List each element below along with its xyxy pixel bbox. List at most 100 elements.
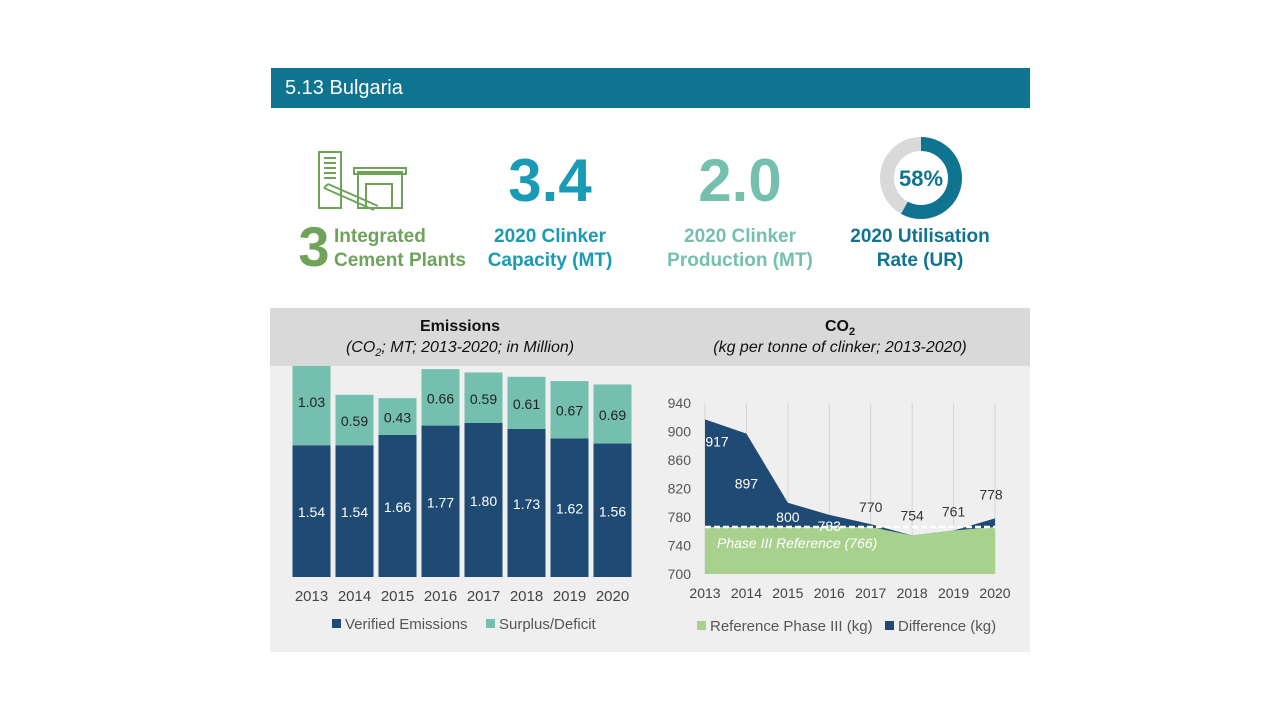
reference-area [705, 526, 995, 574]
label-verified-2015: 1.66 [384, 499, 411, 515]
bar-verified-2016 [421, 425, 460, 577]
legend-label-difference: Difference (kg) [898, 618, 996, 635]
tick-y-740: 740 [668, 538, 692, 554]
label-surplus-2015: 0.43 [384, 410, 411, 426]
tick-x-2018: 2018 [510, 588, 543, 605]
legend-label-verified: Verified Emissions [345, 616, 468, 633]
tick-x-2014: 2014 [731, 585, 762, 601]
emissions-chart: 1.54 1.03 2013 1.54 0.59 2014 1.66 0.43 2015 1.77… [292, 366, 632, 633]
label-verified-2017: 1.80 [470, 493, 497, 509]
production-label-line1: 2020 Clinker [684, 226, 796, 247]
bar-verified-2019 [550, 438, 589, 577]
donut-arc [880, 137, 962, 219]
co2-title-sub: 2 [848, 326, 856, 339]
bar-verified-2014 [335, 445, 374, 577]
label-verified-2018: 1.73 [513, 496, 540, 512]
utilisation-value: 58% [899, 166, 943, 191]
value-label-2017: 770 [859, 499, 883, 515]
label-surplus-2020: 0.69 [599, 407, 626, 423]
plants-label-line2: Cement Plants [334, 250, 466, 271]
bar-surplus-2017 [464, 372, 503, 423]
tick-x-2014: 2014 [338, 588, 371, 605]
tick-y-900: 900 [668, 424, 692, 440]
reference-label: Phase III Reference (766) [717, 535, 877, 551]
plants-label-line1: Integrated [334, 226, 426, 247]
legend-label-surplus: Surplus/Deficit [499, 616, 597, 633]
charts-panel-header [270, 308, 1030, 366]
bar-verified-2015 [378, 434, 417, 577]
bar-verified-2013 [292, 445, 331, 577]
label-surplus-2013: 1.03 [298, 394, 325, 410]
value-label-2016: 783 [818, 518, 842, 534]
bar-surplus-2019 [550, 381, 589, 439]
capacity-label-line2: Capacity (MT) [487, 250, 613, 271]
tick-x-2020: 2020 [596, 588, 629, 605]
tick-x-2013: 2013 [295, 588, 328, 605]
value-label-2015: 800 [776, 509, 800, 525]
section-title-banner: 5.13 Bulgaria [271, 68, 1030, 108]
tick-x-2015: 2015 [381, 588, 414, 605]
production-value: 2.0 [698, 147, 782, 214]
tick-x-2013: 2013 [689, 585, 720, 601]
bar-surplus-2013 [292, 366, 331, 446]
tick-x-2018: 2018 [897, 585, 928, 601]
label-verified-2020: 1.56 [599, 503, 626, 519]
label-verified-2016: 1.77 [427, 494, 454, 510]
capacity-label-line1: 2020 Clinker [494, 226, 606, 247]
tick-y-780: 780 [668, 509, 692, 525]
label-verified-2014: 1.54 [341, 504, 368, 520]
tick-x-2017: 2017 [467, 588, 500, 605]
value-label-2014: 897 [735, 476, 759, 492]
production-label-line2: Production (MT) [667, 250, 813, 271]
bar-verified-2018 [507, 428, 546, 577]
label-surplus-2019: 0.67 [556, 403, 583, 419]
emissions-subtitle-post: ; MT; 2013-2020; in Million) [381, 339, 575, 356]
bar-surplus-2014 [335, 394, 374, 446]
value-label-2019: 761 [942, 504, 966, 520]
tick-x-2019: 2019 [553, 588, 586, 605]
section-title: 5.13 Bulgaria [285, 77, 403, 99]
bar-surplus-2016 [421, 369, 460, 426]
tick-x-2016: 2016 [424, 588, 457, 605]
tick-x-2016: 2016 [814, 585, 845, 601]
utilisation-donut: 58% [880, 137, 962, 219]
emissions-title: Emissions [419, 318, 501, 335]
tick-x-2015: 2015 [772, 585, 803, 601]
bar-surplus-2018 [507, 376, 546, 429]
capacity-value: 3.4 [508, 147, 592, 214]
emissions-subtitle-pre: (CO [345, 339, 376, 356]
tick-y-860: 860 [668, 452, 692, 468]
utilisation-label-line1: 2020 Utilisation [850, 226, 990, 247]
co2-title-main: CO [824, 318, 849, 335]
co2-chart: 940 900 860 820 780 740 700 Phase III Reference… [668, 395, 1011, 635]
label-surplus-2014: 0.59 [341, 413, 368, 429]
bar-surplus-2020 [593, 384, 632, 444]
legend-swatch-reference [697, 621, 706, 630]
tick-y-820: 820 [668, 481, 692, 497]
bar-surplus-2015 [378, 398, 417, 435]
emissions-subtitle-sub: 2 [375, 347, 382, 360]
plants-count: 3 [298, 215, 330, 278]
value-label-2013: 917 [705, 433, 729, 449]
bar-verified-2020 [593, 443, 632, 577]
label-surplus-2016: 0.66 [427, 390, 454, 406]
tick-x-2017: 2017 [855, 585, 886, 601]
bar-verified-2017 [464, 423, 503, 577]
tick-x-2019: 2019 [938, 585, 969, 601]
value-label-2018: 754 [900, 508, 924, 524]
legend-label-reference: Reference Phase III (kg) [710, 618, 873, 635]
legend-swatch-verified [332, 619, 341, 628]
label-verified-2019: 1.62 [556, 501, 583, 517]
tick-y-940: 940 [668, 395, 692, 411]
label-surplus-2017: 0.59 [470, 391, 497, 407]
tick-x-2020: 2020 [979, 585, 1010, 601]
utilisation-label-line2: Rate (UR) [876, 250, 964, 271]
value-label-2020: 778 [979, 486, 1003, 502]
legend-swatch-difference [885, 621, 894, 630]
cement-plant-icon [318, 151, 407, 211]
legend-swatch-surplus [486, 619, 495, 628]
co2-title: CO2 [650, 318, 1030, 338]
label-surplus-2018: 0.61 [513, 396, 540, 412]
label-verified-2013: 1.54 [298, 504, 325, 520]
tick-y-700: 700 [668, 566, 692, 582]
